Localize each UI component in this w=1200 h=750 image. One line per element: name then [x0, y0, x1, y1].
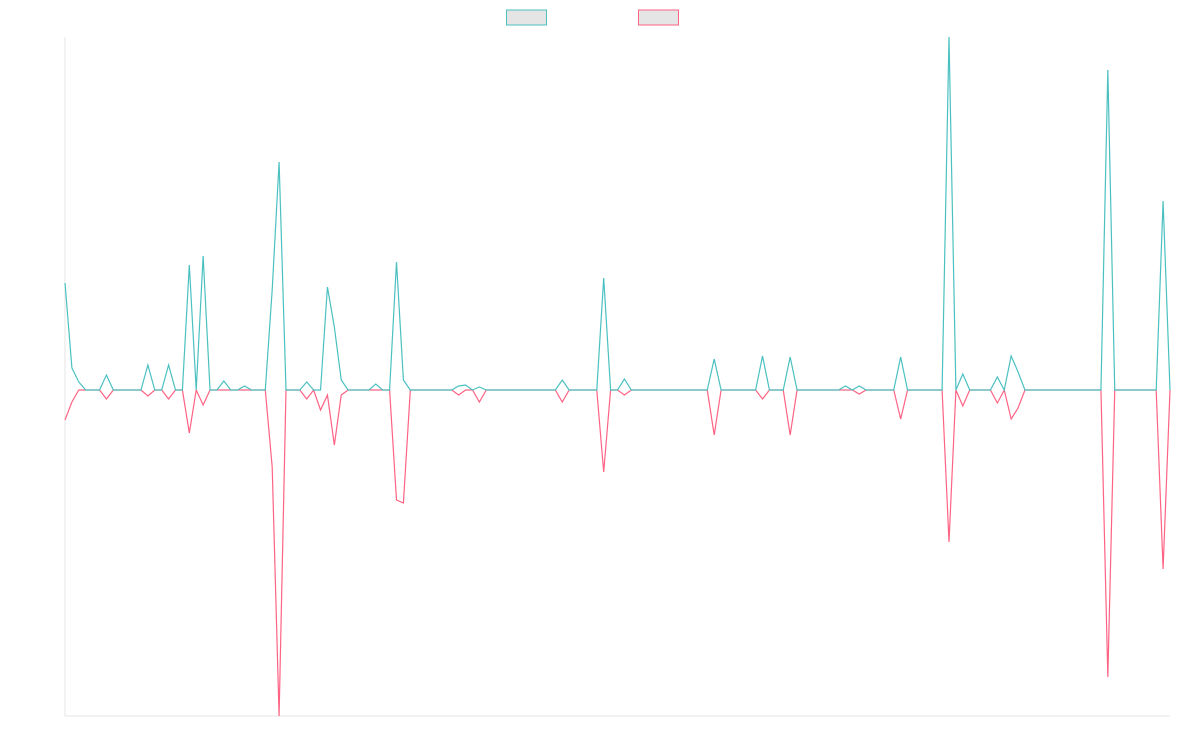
legend-swatch[interactable] [638, 9, 679, 26]
series-line [64, 36, 1171, 392]
series-line [64, 387, 1171, 717]
legend-swatch[interactable] [506, 9, 547, 26]
